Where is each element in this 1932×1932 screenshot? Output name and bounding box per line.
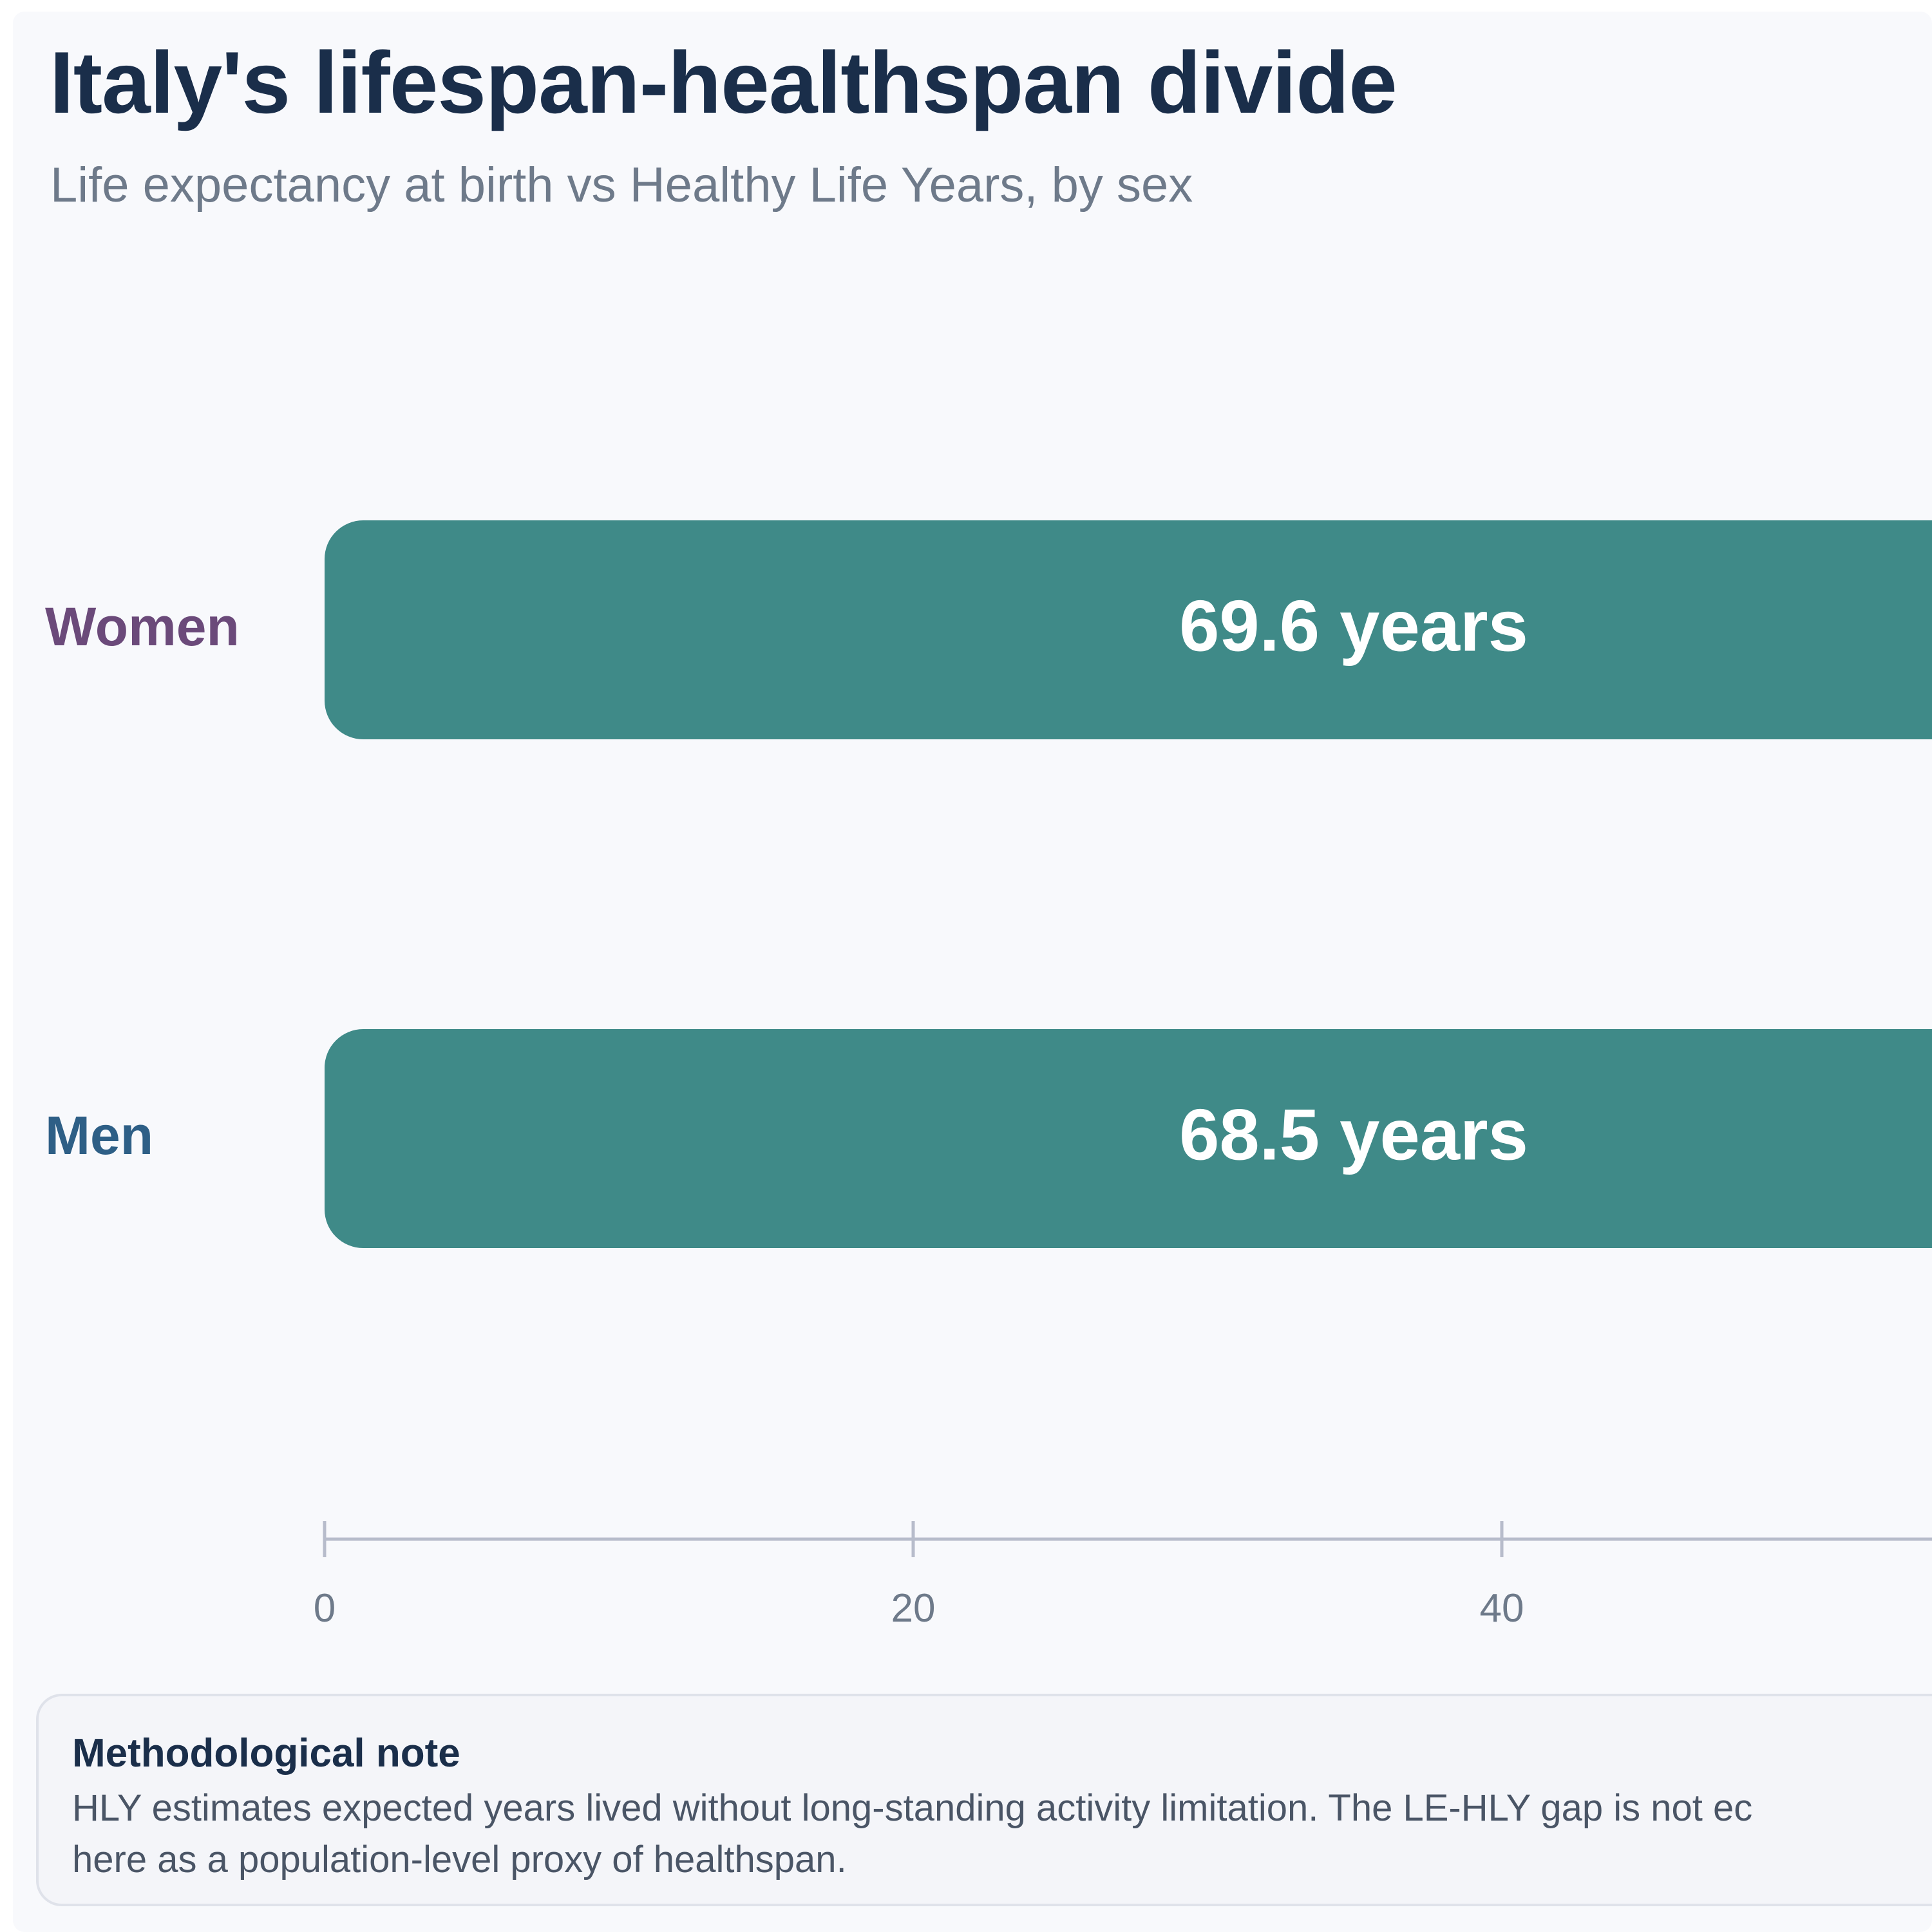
chart-title: Italy's lifespan-healthspan divide — [50, 33, 1397, 131]
bar-value-label: 69.6 years — [1179, 586, 1528, 667]
bar-value-label: 68.5 years — [1179, 1095, 1528, 1175]
x-tick-label: 40 — [1480, 1586, 1524, 1631]
note-title: Methodological note — [72, 1731, 460, 1776]
note-body: HLY estimates expected years lived witho… — [72, 1783, 1908, 1886]
methodological-note: Methodological note HLY estimates expect… — [36, 1694, 1932, 1906]
category-label-women: Women — [45, 596, 240, 657]
bar-women — [325, 520, 1932, 739]
chart-subtitle: Life expectancy at birth vs Healthy Life… — [50, 158, 1193, 213]
category-label-men: Men — [45, 1105, 153, 1166]
note-body-line: here as a population-level proxy of heal… — [72, 1839, 847, 1881]
x-tick-label: 20 — [891, 1586, 936, 1631]
bar-chart: 69.6 years Women 68.5 years Men 0 20 40 — [45, 520, 1932, 1631]
bar-men — [325, 1029, 1932, 1248]
x-tick-label: 0 — [314, 1586, 336, 1631]
note-body-line: HLY estimates expected years lived witho… — [72, 1787, 1753, 1830]
chart-card: Italy's lifespan-healthspan divide Life … — [13, 12, 1932, 1932]
